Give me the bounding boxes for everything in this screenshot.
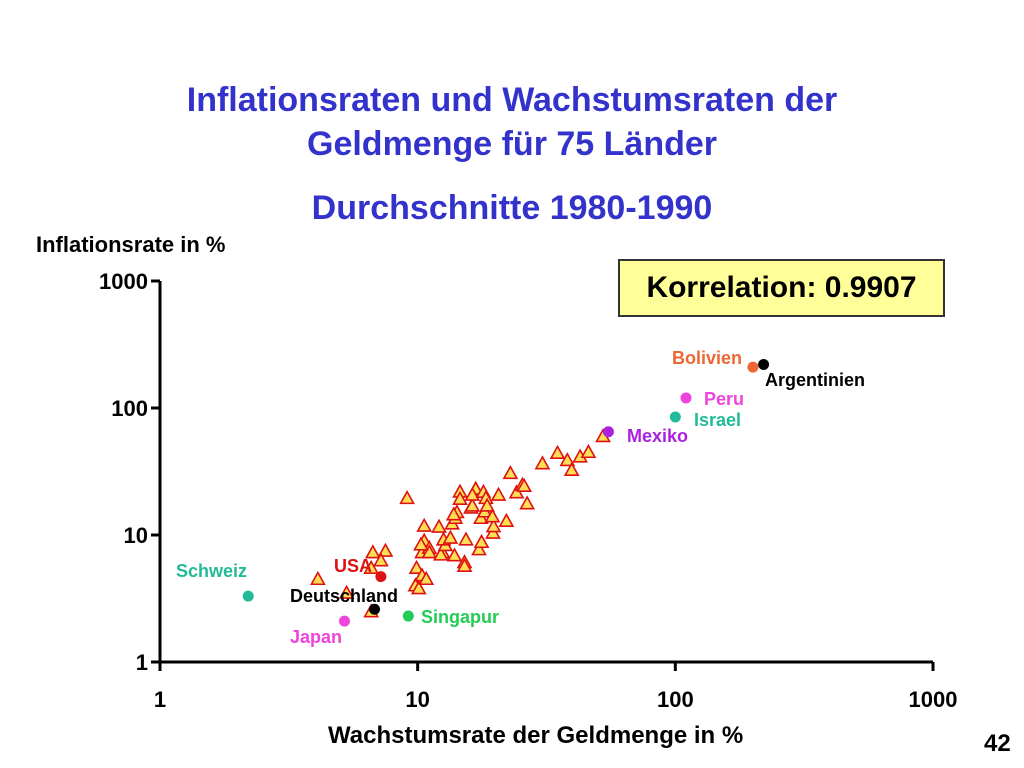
triangle-point bbox=[310, 570, 326, 586]
triangle-point bbox=[421, 544, 438, 559]
triangle-point bbox=[418, 570, 435, 586]
title-line-1: Inflationsraten und Wachstumsraten der bbox=[186, 81, 838, 119]
label-singapur: Singapur bbox=[421, 607, 499, 627]
triangle-point bbox=[502, 464, 519, 480]
label-mexiko: Mexiko bbox=[627, 426, 688, 446]
label-deutschland: Deutschland bbox=[290, 586, 398, 606]
y-axis-label: Inflationsrate in % bbox=[36, 232, 226, 257]
point-mexiko bbox=[602, 426, 614, 438]
y-tick-label: 1 bbox=[136, 650, 148, 675]
triangle-point bbox=[399, 490, 415, 505]
triangle-point bbox=[408, 559, 425, 574]
y-tick-label: 1000 bbox=[99, 269, 148, 294]
point-bolivien bbox=[747, 361, 759, 373]
label-peru: Peru bbox=[704, 389, 744, 409]
slide-title: Inflationsraten und Wachstumsraten der G… bbox=[0, 78, 1024, 166]
triangle-point bbox=[473, 533, 490, 549]
triangle-point bbox=[416, 517, 433, 532]
triangle-point bbox=[363, 559, 380, 574]
point-israel bbox=[669, 411, 681, 423]
triangle-point bbox=[456, 557, 473, 573]
triangle-point bbox=[464, 497, 481, 512]
triangle-point bbox=[485, 518, 502, 533]
data-points bbox=[242, 359, 770, 627]
point-singapur bbox=[402, 610, 414, 622]
title-line-2: Geldmenge für 75 Länder bbox=[307, 125, 717, 163]
point-argentinien bbox=[758, 359, 770, 371]
triangle-point bbox=[445, 506, 462, 521]
triangle-point bbox=[410, 580, 427, 595]
triangle-point bbox=[373, 552, 389, 567]
correlation-box: Korrelation: 0.9907 bbox=[618, 259, 945, 317]
label-schweiz: Schweiz bbox=[176, 561, 247, 581]
point-deutschland bbox=[369, 603, 381, 615]
triangle-point bbox=[563, 461, 580, 476]
triangle-point bbox=[490, 486, 507, 501]
label-bolivien: Bolivien bbox=[672, 348, 742, 368]
point-usa bbox=[375, 571, 387, 583]
triangle-point bbox=[413, 536, 429, 551]
label-japan: Japan bbox=[290, 627, 342, 647]
triangle-point bbox=[534, 455, 551, 470]
triangle-point bbox=[580, 443, 597, 459]
x-tick-label: 1 bbox=[154, 687, 166, 712]
triangle-point bbox=[431, 518, 447, 533]
label-argentinien: Argentinien bbox=[765, 370, 865, 390]
triangle-point bbox=[471, 541, 487, 556]
triangle-point bbox=[364, 544, 381, 559]
point-peru bbox=[680, 392, 692, 404]
triangle-point bbox=[549, 444, 566, 460]
triangle-point bbox=[338, 584, 355, 599]
y-tick-label: 10 bbox=[124, 523, 148, 548]
triangle-point bbox=[516, 477, 533, 493]
triangle-point bbox=[498, 512, 515, 527]
x-tick-label: 1000 bbox=[909, 687, 958, 712]
triangle-point bbox=[446, 547, 463, 562]
triangle-point bbox=[464, 486, 481, 501]
x-axis-label: Wachstumsrate der Geldmenge in % bbox=[328, 722, 744, 749]
triangle-point bbox=[519, 495, 536, 510]
x-tick-label: 100 bbox=[657, 687, 694, 712]
axes: 1 10 100 1000 1 10 100 1000 bbox=[99, 269, 957, 712]
label-usa: USA bbox=[334, 556, 372, 576]
label-israel: Israel bbox=[694, 410, 741, 430]
point-schweiz bbox=[242, 590, 254, 602]
triangle-point bbox=[559, 452, 576, 467]
triangle-point bbox=[484, 508, 501, 523]
point-japan bbox=[338, 615, 350, 627]
triangle-point bbox=[377, 542, 394, 557]
y-tick-label: 100 bbox=[111, 396, 148, 421]
triangle-point bbox=[479, 497, 495, 512]
triangle-point bbox=[442, 529, 459, 544]
triangle-point bbox=[458, 531, 474, 546]
slide-subtitle: Durchschnitte 1980-1990 bbox=[311, 189, 713, 227]
page-number: 42 bbox=[984, 730, 1011, 757]
triangle-point bbox=[452, 490, 468, 506]
triangle-point bbox=[432, 546, 449, 561]
x-tick-label: 10 bbox=[405, 687, 429, 712]
